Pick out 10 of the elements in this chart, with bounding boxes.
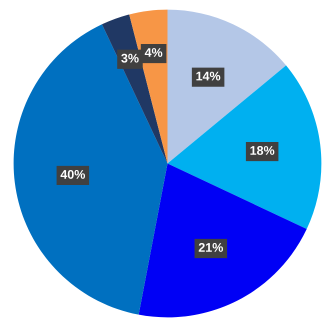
data-label: 4% bbox=[144, 48, 162, 57]
data-label: 21% bbox=[198, 243, 223, 252]
pie-slice bbox=[168, 65, 322, 230]
pie-slice bbox=[138, 164, 307, 318]
data-label: 14% bbox=[196, 72, 220, 81]
pie-slice bbox=[14, 24, 168, 315]
data-label: 40% bbox=[60, 170, 86, 179]
data-label: 3% bbox=[121, 54, 139, 63]
pie-slice bbox=[168, 10, 286, 164]
data-label: 18% bbox=[250, 146, 274, 155]
